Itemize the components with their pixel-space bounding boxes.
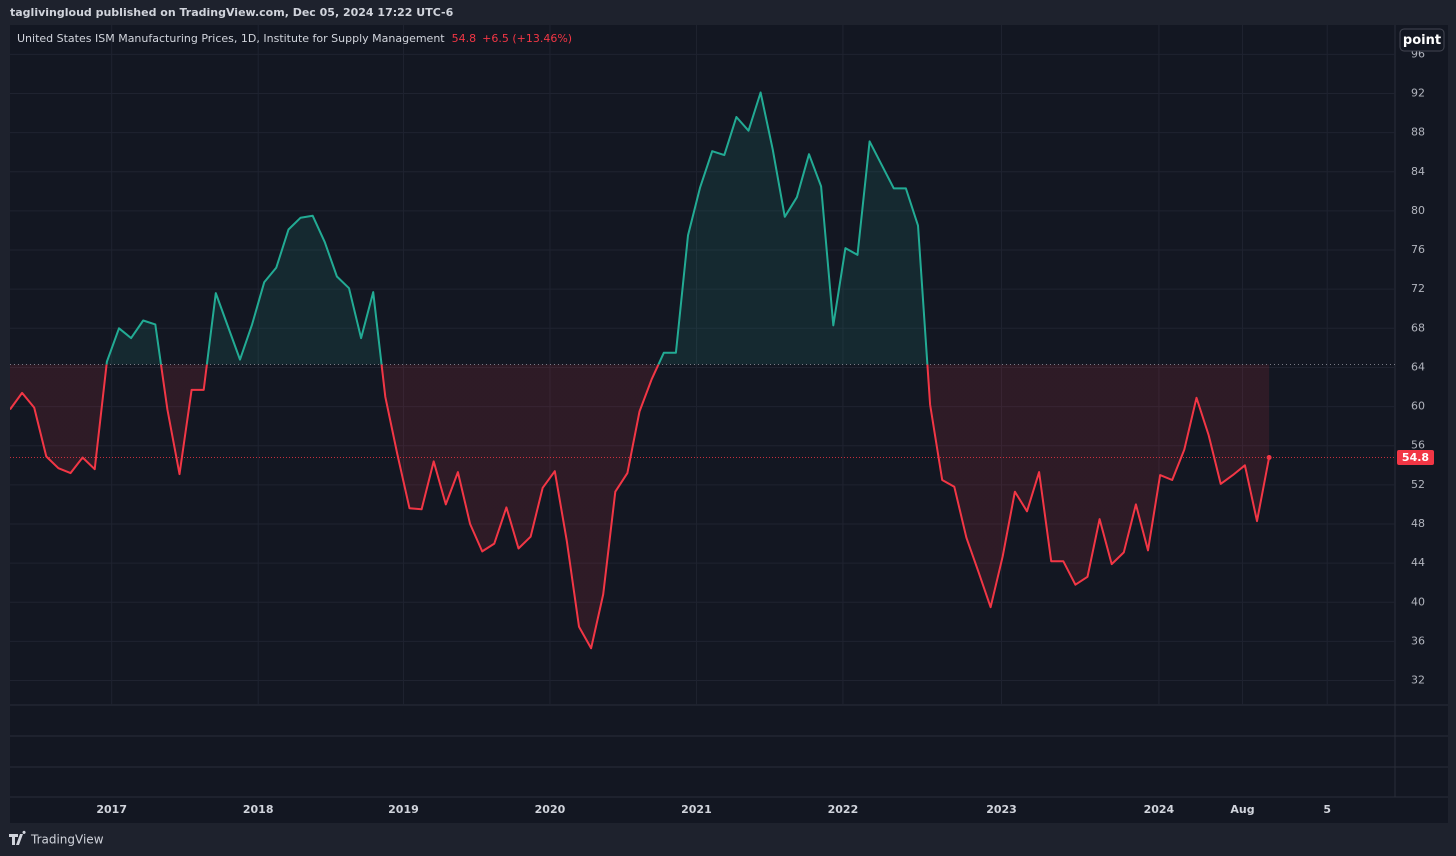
x-tick-label: Aug <box>1230 803 1254 816</box>
baseline-area <box>10 92 1270 649</box>
y-tick-label: 72 <box>1411 282 1425 295</box>
x-tick-label: 2022 <box>828 803 859 816</box>
legend-title: United States ISM Manufacturing Prices, … <box>17 32 445 45</box>
y-tick-label: 80 <box>1411 204 1425 217</box>
y-tick-label: 44 <box>1411 556 1425 569</box>
x-tick-label: 2020 <box>535 803 566 816</box>
x-tick-label: 2018 <box>243 803 274 816</box>
y-tick-label: 96 <box>1411 47 1425 60</box>
y-tick-label: 88 <box>1411 126 1425 139</box>
legend-change: +6.5 (+13.46%) <box>482 32 572 45</box>
last-point <box>1266 454 1272 460</box>
y-tick-label: 36 <box>1411 634 1425 647</box>
y-tick-label: 64 <box>1411 360 1425 373</box>
x-tick-label: 5 <box>1323 803 1331 816</box>
legend-value: 54.8 <box>452 32 477 45</box>
y-tick-label: 92 <box>1411 86 1425 99</box>
y-tick-label: 76 <box>1411 243 1425 256</box>
y-tick-label: 40 <box>1411 595 1425 608</box>
last-price-label: 54.8 <box>1402 451 1429 464</box>
logo-icon <box>9 830 26 845</box>
y-tick-label: 48 <box>1411 517 1425 530</box>
series-line <box>10 91 1271 650</box>
y-tick-label: 32 <box>1411 674 1425 687</box>
x-tick-label: 2019 <box>388 803 419 816</box>
x-tick-label: 2024 <box>1144 803 1175 816</box>
publisher-header: taglivingloud published on TradingView.c… <box>10 6 454 19</box>
point-button-label[interactable]: point <box>1403 33 1441 48</box>
y-tick-label: 52 <box>1411 478 1425 491</box>
y-tick-label: 84 <box>1411 165 1425 178</box>
tradingview-logo: TradingView <box>9 830 104 847</box>
x-tick-label: 2017 <box>96 803 127 816</box>
point-button[interactable] <box>1399 28 1445 52</box>
footer-brand: TradingView <box>30 833 104 847</box>
y-tick-label: 68 <box>1411 321 1425 334</box>
x-tick-label: 2021 <box>681 803 712 816</box>
y-tick-label: 60 <box>1411 400 1425 413</box>
x-tick-label: 2023 <box>986 803 1017 816</box>
last-price-tag <box>1397 449 1434 465</box>
y-tick-label: 56 <box>1411 439 1425 452</box>
